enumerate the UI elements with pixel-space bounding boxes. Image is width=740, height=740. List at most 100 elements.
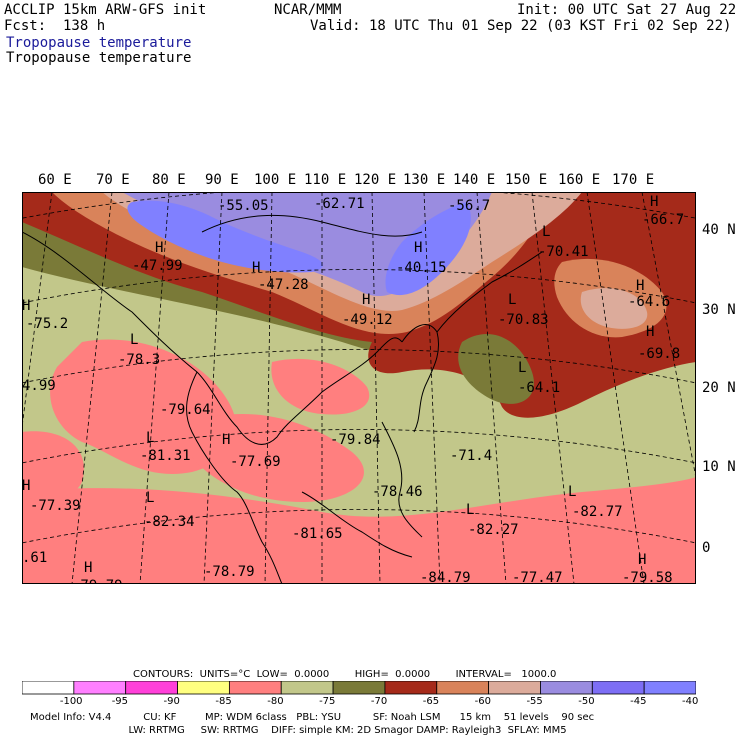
map-label: -70.83	[498, 312, 549, 328]
colorbar-bin	[643, 681, 696, 695]
patch-salmon	[271, 358, 370, 415]
lon-label: 140 E	[453, 172, 496, 188]
colorbar-bin	[228, 681, 282, 695]
colorbar-tick-label: -65	[422, 696, 440, 707]
pressure-high-marker: H	[22, 478, 30, 494]
lat-label: 30 N	[702, 302, 736, 318]
lon-label: 130 E	[403, 172, 446, 188]
pressure-high-marker: H	[638, 552, 646, 568]
map-label: -81.65	[292, 526, 343, 542]
lat-label: 10 N	[702, 459, 736, 475]
pressure-high-marker: H	[646, 324, 654, 340]
contour-info: CONTOURS: UNITS=°C LOW= 0.0000 HIGH= 0.0…	[133, 669, 557, 680]
map-label: -77.39	[30, 498, 81, 514]
lat-label: 40 N	[702, 222, 736, 238]
model-info: Model Info: V4.4 CU: KF MP: WDM 6class P…	[30, 712, 595, 723]
patch-salmon	[22, 431, 84, 500]
colorbar-bin	[22, 681, 75, 695]
patch-olive-dark	[458, 333, 534, 404]
map-label: -77.69	[230, 454, 281, 470]
map-label: -47.28	[258, 277, 309, 293]
map-label: -64.6	[628, 294, 670, 310]
colorbar-tick-label: -75	[319, 696, 336, 707]
lon-label: 100 E	[254, 172, 297, 188]
patch-pink	[580, 288, 648, 329]
map-label: -55.05	[218, 198, 269, 214]
colorbar-bin	[280, 681, 334, 695]
pressure-high-marker: H	[84, 560, 92, 576]
map-label: -56.7	[448, 198, 490, 214]
lon-label: 150 E	[505, 172, 548, 188]
lon-label: 90 E	[205, 172, 239, 188]
lat-label: 0	[702, 540, 711, 556]
map-label: -82.77	[572, 504, 623, 520]
map-label: -79.64	[160, 402, 211, 418]
colorbar-tick-label: -45	[630, 696, 647, 707]
map-label: -62.71	[314, 196, 365, 212]
map-label: -77.47	[512, 570, 563, 584]
colorbar-bin	[73, 681, 127, 695]
lon-label: 160 E	[558, 172, 601, 188]
colorbar-bin	[177, 681, 230, 695]
pressure-high-marker: H	[252, 260, 260, 276]
pressure-low-marker: L	[542, 224, 550, 240]
colorbar-bin	[125, 681, 178, 695]
pressure-high-marker: H	[222, 432, 230, 448]
map-label: .61	[22, 550, 47, 566]
map-label: 4.99	[22, 378, 56, 394]
map-label: -78.46	[372, 484, 423, 500]
colorbar	[22, 681, 696, 695]
map-label: -64.1	[518, 380, 560, 396]
field-title-contour: Tropopause temperature	[6, 50, 192, 66]
pressure-low-marker: L	[568, 484, 576, 500]
pressure-low-marker: L	[146, 430, 154, 446]
patch-salmon	[192, 413, 364, 502]
physics-info: LW: RRTMG SW: RRTMG DIFF: simple KM: 2D …	[30, 725, 567, 736]
map-label: -79.58	[622, 570, 673, 584]
colorbar-tick-label: -80	[267, 696, 284, 707]
map-label: -66.7	[642, 212, 684, 228]
map-label: -79.79	[72, 578, 123, 584]
tropopause-temperature-map: -55.05 -62.71 -56.7 H -66.7 H -47.99 H -…	[22, 192, 696, 584]
colorbar-tick-label: -40	[682, 696, 699, 707]
pressure-high-marker: H	[22, 298, 30, 314]
lon-label: 110 E	[304, 172, 347, 188]
map-label: -78.79	[204, 564, 255, 580]
colorbar-bin	[332, 681, 386, 695]
lon-label: 170 E	[612, 172, 655, 188]
colorbar-tick-label: -70	[370, 696, 388, 707]
center-label: NCAR/MMM	[274, 2, 342, 18]
map-label: -49.12	[342, 312, 393, 328]
coastlines	[22, 214, 543, 584]
lat-label: 20 N	[702, 380, 736, 396]
pressure-low-marker: L	[518, 360, 526, 376]
lon-label: 60 E	[38, 172, 72, 188]
colorbar-bin	[384, 681, 438, 695]
colorbar-tick-label: -50	[578, 696, 595, 707]
band-blue	[127, 200, 323, 273]
band-blue	[385, 202, 471, 296]
model-title: ACCLIP 15km ARW-GFS init	[4, 2, 207, 18]
lon-label: 120 E	[354, 172, 397, 188]
pressure-high-marker: H	[362, 292, 370, 308]
colorbar-tick-label: -85	[215, 696, 232, 707]
map-label: -81.31	[140, 448, 191, 464]
map-label: -84.79	[420, 570, 471, 584]
pressure-high-marker: H	[650, 194, 658, 210]
map-label: -71.4	[450, 448, 492, 464]
colorbar-tick-label: -60	[474, 696, 491, 707]
pressure-low-marker: L	[466, 502, 474, 518]
colorbar-tick-label: -95	[111, 696, 129, 707]
map-label: -78.3	[118, 352, 160, 368]
colorbar-bin	[540, 681, 593, 695]
pressure-low-marker: L	[508, 292, 516, 308]
pressure-high-marker: H	[636, 278, 644, 294]
colorbar-tick-label: -55	[526, 696, 543, 707]
map-label: -47.99	[132, 258, 183, 274]
map-label: -79.84	[330, 432, 381, 448]
map-label: -40.15	[396, 260, 447, 276]
pressure-high-marker: H	[155, 240, 163, 256]
graticule	[22, 192, 696, 584]
field-title-shaded: Tropopause temperature	[6, 35, 192, 51]
colorbar-tick-label: -90	[163, 696, 180, 707]
